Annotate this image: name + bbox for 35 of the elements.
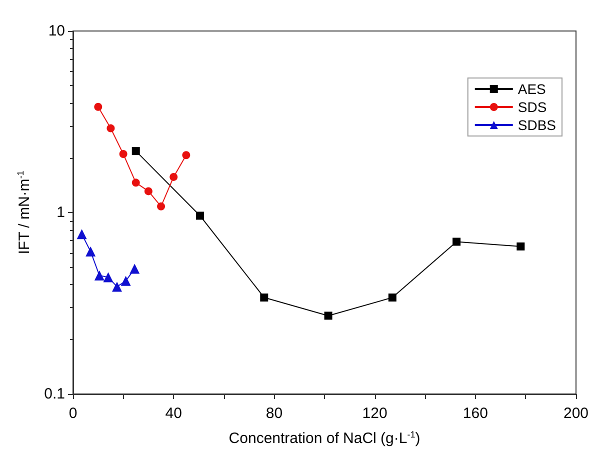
y-tick-label: 10: [48, 22, 65, 40]
point: [94, 102, 102, 111]
x-tick-label: 200: [563, 405, 589, 422]
x-tick-label: 160: [462, 405, 488, 422]
point: [452, 238, 461, 246]
point: [132, 147, 140, 156]
point: [516, 242, 525, 250]
point: [94, 270, 104, 280]
legend-label: SDBS: [518, 117, 556, 133]
point: [112, 282, 122, 292]
point: [103, 272, 114, 282]
point: [388, 294, 396, 302]
x-tick-label: 40: [165, 405, 182, 422]
x-tick-label: 120: [362, 405, 388, 422]
point: [170, 172, 178, 181]
point: [157, 202, 166, 210]
point: [132, 178, 140, 187]
point: [119, 150, 128, 158]
point: [106, 124, 115, 132]
y-tick-label: 1: [56, 204, 65, 221]
point: [130, 264, 140, 274]
legend-label: AES: [518, 81, 546, 97]
x-tick-label: 0: [68, 405, 78, 422]
point: [120, 276, 131, 286]
point: [76, 229, 87, 240]
y-tick-label: 0.1: [44, 386, 65, 402]
point: [86, 246, 96, 256]
x-tick-label: 80: [266, 405, 283, 422]
point: [144, 187, 152, 196]
y-axis-title: IFT / mN·m-1: [16, 170, 33, 254]
point: [196, 212, 204, 220]
point: [182, 151, 190, 160]
legend-label: SDS: [518, 99, 547, 115]
point: [260, 294, 268, 302]
point: [324, 312, 332, 320]
